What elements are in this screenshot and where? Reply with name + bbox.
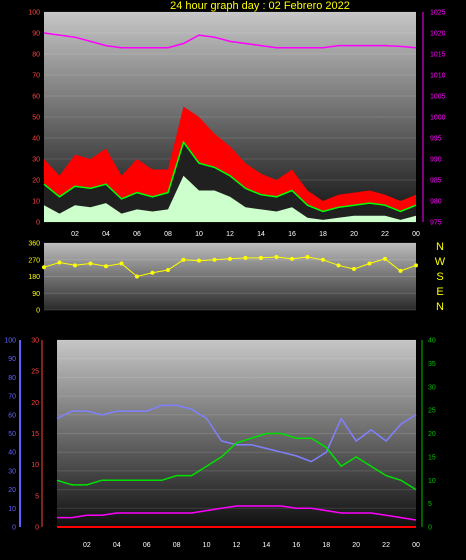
rain-tick-label: 5	[35, 493, 39, 500]
wind-avg-line	[43, 140, 417, 213]
temperature-tick-label: 5	[428, 501, 432, 508]
compass-label: S	[436, 271, 443, 283]
wind-x-tick-label: 16	[288, 231, 296, 238]
wind-x-tick-label: 04	[102, 231, 110, 238]
humidity-tick-label: 90	[8, 356, 16, 363]
wind-left-tick-label: 60	[32, 94, 40, 101]
wind-min-area	[44, 175, 416, 222]
wind-left-tick-label: 20	[32, 178, 40, 185]
temperature-tick-label: 20	[428, 431, 436, 438]
rain-tick-label: 20	[31, 400, 39, 407]
temp-x-tick-label: 04	[113, 542, 121, 549]
temp-x-tick-label: 02	[83, 542, 91, 549]
rain-tick-label: 10	[31, 462, 39, 469]
temperature-tick-label: 30	[428, 384, 436, 391]
charts-layer: 0102030405060708090100975980985990995100…	[4, 10, 445, 550]
compass-label: E	[436, 286, 443, 298]
wind-x-tick-label: 00	[412, 231, 420, 238]
humidity-tick-label: 40	[8, 450, 16, 457]
humidity-tick-label: 50	[8, 431, 16, 438]
wind-left-tick-label: 100	[28, 10, 40, 17]
temp-x-tick-label: 20	[352, 542, 360, 549]
humidity-tick-label: 20	[8, 487, 16, 494]
humidity-tick-label: 80	[8, 375, 16, 382]
direction-tick-label: 360	[28, 241, 40, 248]
temperature-tick-label: 0	[428, 525, 432, 532]
wind-x-tick-label: 08	[164, 231, 172, 238]
wind-x-tick-label: 22	[381, 231, 389, 238]
pressure-right-tick-label: 1000	[430, 115, 446, 122]
pressure-line	[43, 32, 417, 49]
wind-left-tick-label: 50	[32, 115, 40, 122]
temp-x-tick-label: 00	[412, 542, 420, 549]
direction-line	[43, 256, 417, 278]
pressure-right-tick-label: 1005	[430, 94, 446, 101]
pressure-right-tick-label: 980	[430, 199, 442, 206]
direction-tick-label: 270	[28, 257, 40, 264]
temp-panel-background	[57, 340, 416, 527]
direction-tick-label: 180	[28, 274, 40, 281]
pressure-right-tick-label: 1015	[430, 52, 446, 59]
pressure-right-tick-label: 1010	[430, 73, 446, 80]
pressure-right-tick-label: 990	[430, 157, 442, 164]
humidity-tick-label: 10	[8, 506, 16, 513]
direction-tick-label: 0	[36, 308, 40, 315]
rain-tick-label: 0	[35, 525, 39, 532]
humidity-line	[56, 404, 417, 463]
temperature-tick-label: 40	[428, 338, 436, 345]
wind-x-tick-label: 14	[257, 231, 265, 238]
compass-label: N	[436, 301, 444, 313]
direction-panel-background	[44, 243, 416, 310]
wind-left-tick-label: 10	[32, 199, 40, 206]
temp-x-tick-label: 18	[322, 542, 330, 549]
temp-x-tick-label: 22	[382, 542, 390, 549]
pressure-right-tick-label: 985	[430, 178, 442, 185]
pressure-right-tick-label: 995	[430, 136, 442, 143]
temp-x-tick-label: 14	[263, 542, 271, 549]
wind-x-tick-label: 20	[350, 231, 358, 238]
wind-x-tick-label: 18	[319, 231, 327, 238]
rain-tick-label: 25	[31, 369, 39, 376]
humidity-tick-label: 30	[8, 468, 16, 475]
compass-label: W	[435, 256, 446, 268]
temperature-line	[56, 432, 417, 491]
wind-left-tick-label: 40	[32, 136, 40, 143]
temperature-tick-label: 15	[428, 454, 436, 461]
wind-left-tick-label: 0	[36, 220, 40, 227]
pressure-right-tick-label: 1020	[430, 31, 446, 38]
temp-x-tick-label: 06	[143, 542, 151, 549]
temperature-tick-label: 10	[428, 478, 436, 485]
temp-x-tick-label: 12	[233, 542, 241, 549]
wind-x-tick-label: 12	[226, 231, 234, 238]
dewpoint-line	[57, 505, 417, 521]
wind-avg-shade	[44, 142, 416, 222]
temperature-tick-label: 25	[428, 408, 436, 415]
humidity-tick-label: 0	[12, 525, 16, 532]
temp-x-tick-label: 10	[203, 542, 211, 549]
compass-label: N	[436, 241, 444, 253]
temp-x-tick-label: 16	[292, 542, 300, 549]
wind-left-tick-label: 70	[32, 73, 40, 80]
wind-x-tick-label: 10	[195, 231, 203, 238]
rain-tick-label: 30	[31, 338, 39, 345]
direction-tick-label: 90	[32, 291, 40, 298]
wind-left-tick-label: 80	[32, 52, 40, 59]
rain-tick-label: 15	[31, 431, 39, 438]
wind-left-tick-label: 90	[32, 31, 40, 38]
temp-x-tick-label: 08	[173, 542, 181, 549]
humidity-tick-label: 60	[8, 412, 16, 419]
temperature-tick-label: 35	[428, 361, 436, 368]
pressure-right-tick-label: 975	[430, 220, 442, 227]
humidity-tick-label: 100	[4, 338, 16, 345]
humidity-tick-label: 70	[8, 394, 16, 401]
chart-title: 24 hour graph day : 02 Febrero 2022	[170, 0, 350, 12]
wind-x-tick-label: 06	[133, 231, 141, 238]
pressure-right-tick-label: 1025	[430, 10, 446, 17]
wind-left-tick-label: 30	[32, 157, 40, 164]
wind-x-tick-label: 02	[71, 231, 79, 238]
